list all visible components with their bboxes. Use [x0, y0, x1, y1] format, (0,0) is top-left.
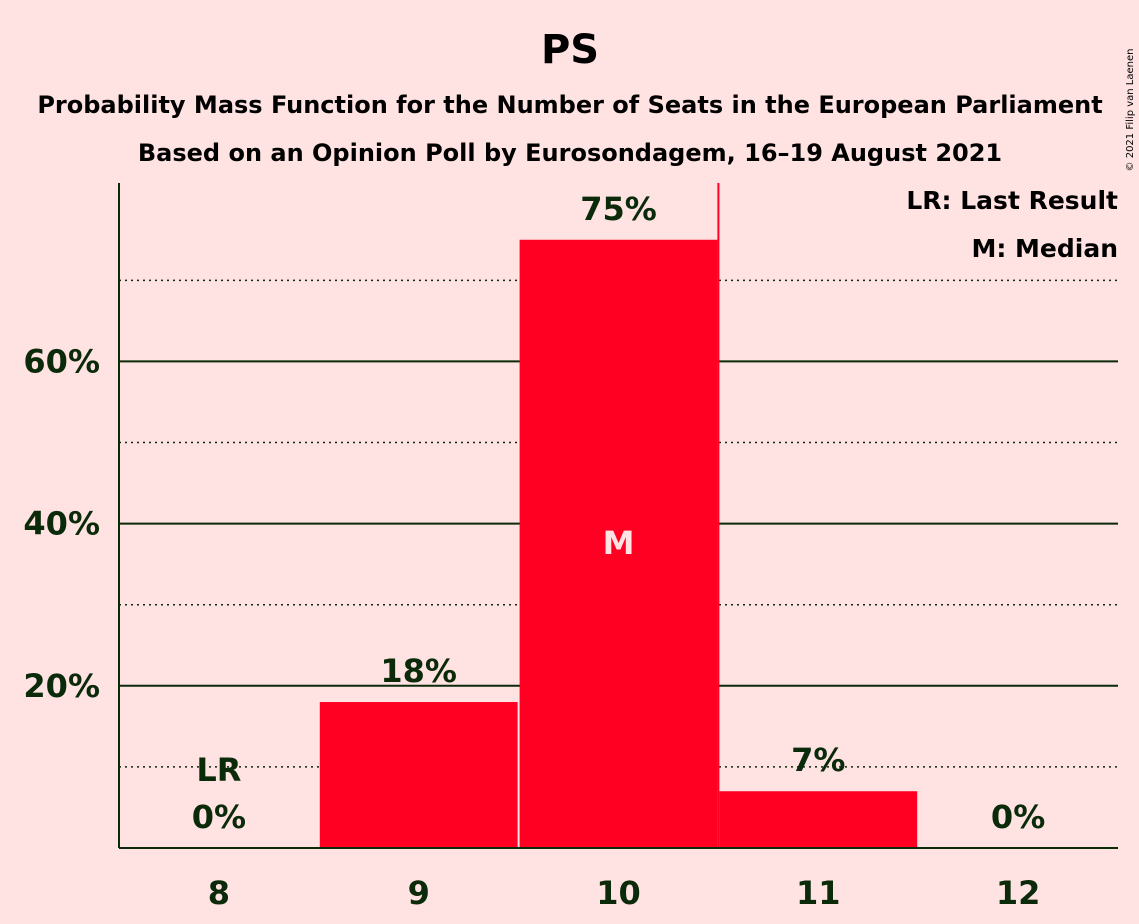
bar-9 — [319, 702, 518, 848]
chart-subtitle-line-2: Based on an Opinion Poll by Eurosondagem… — [138, 139, 1002, 167]
x-tick-label-12: 12 — [996, 874, 1041, 912]
bars — [319, 183, 918, 848]
copyright-notice: © 2021 Filip van Laenen — [1125, 49, 1136, 172]
bar-10 — [519, 239, 718, 848]
y-tick-label-20: 20% — [23, 667, 100, 705]
labels: 0% 18% 75% 7% 0% M LR — [192, 190, 1046, 836]
bar-value-label-9: 18% — [380, 652, 457, 690]
bar-11 — [719, 791, 918, 848]
y-tick-label-40: 40% — [23, 505, 100, 543]
x-tick-label-10: 10 — [596, 874, 641, 912]
bar-value-label-12: 0% — [991, 798, 1045, 836]
x-tick-label-8: 8 — [208, 874, 230, 912]
chart-subtitle-line-1: Probability Mass Function for the Number… — [37, 91, 1102, 119]
median-marker: M — [603, 524, 635, 562]
last-result-marker: LR — [196, 751, 241, 789]
x-tick-label-9: 9 — [408, 874, 430, 912]
legend-median: M: Median — [971, 234, 1118, 263]
legend-last-result: LR: Last Result — [906, 186, 1118, 215]
axes: 20% 40% 60% 8 9 10 11 12 — [23, 183, 1118, 912]
x-tick-label-11: 11 — [796, 874, 841, 912]
bar-value-label-8: 0% — [192, 798, 246, 836]
chart-title: PS — [541, 27, 599, 73]
bar-value-label-10: 75% — [580, 190, 657, 228]
bar-value-label-11: 7% — [791, 741, 845, 779]
y-tick-label-60: 60% — [23, 342, 100, 380]
